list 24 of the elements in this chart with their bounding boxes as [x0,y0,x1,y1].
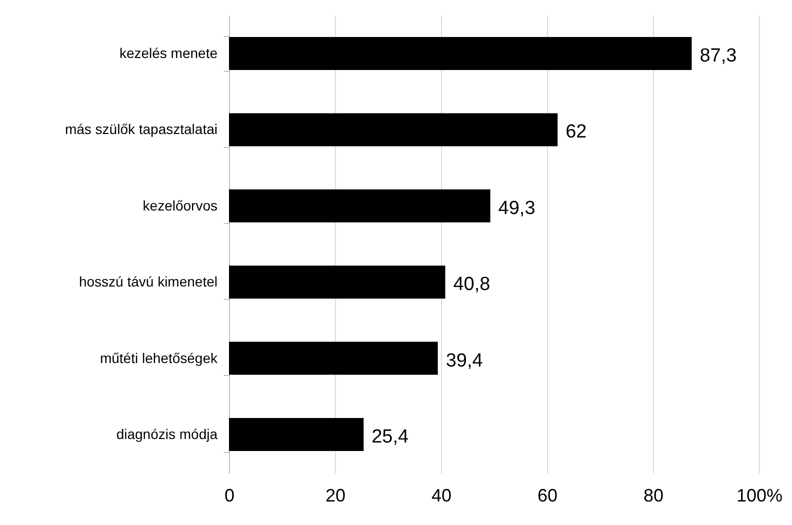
bar [229,113,558,146]
y-tick-label: kezelés menete [119,44,218,61]
bar [229,266,446,299]
x-tick-label: 0 [224,486,235,506]
bar [229,342,438,375]
x-tick-label: 60 [537,486,558,506]
bar [229,36,692,70]
data-label: 25,4 [372,426,410,448]
data-label: 40,8 [453,274,490,296]
x-tick-label: 40 [431,486,452,506]
data-label: 49,3 [498,198,536,219]
x-tick-label: 20 [325,486,346,506]
y-tick-label: kezelőorvos [142,197,218,214]
bar [229,418,364,452]
y-tick-label: diagnózis módja [116,426,218,442]
data-label: 87,3 [700,45,737,66]
y-tick-label: más szülők tapasztalatai [64,121,218,138]
x-tick-label: 80 [643,486,664,506]
data-label: 39,4 [446,350,484,372]
x-tick-label: 100% [736,486,783,506]
y-tick-label: műtéti lehetőségek [100,350,218,366]
data-label: 62 [566,122,587,143]
y-tick-label: hosszú távú kimenetel [78,274,218,290]
bar [229,189,490,222]
